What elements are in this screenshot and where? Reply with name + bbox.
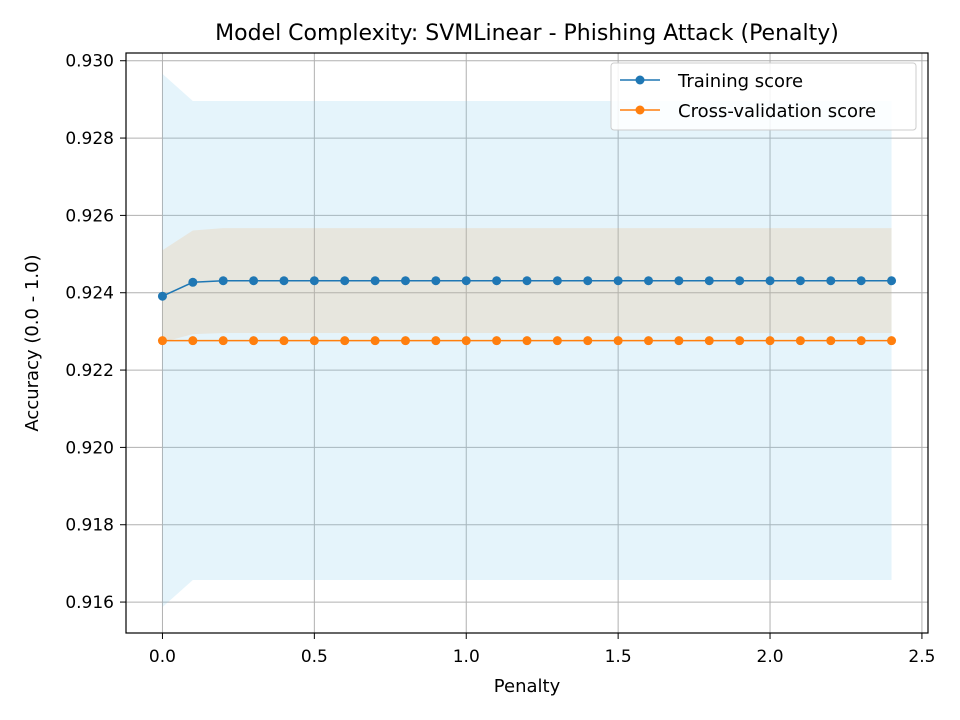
legend-marker-cv: [635, 105, 645, 115]
point-cv: [826, 336, 836, 346]
point-training: [218, 276, 228, 286]
x-axis-ticks: 0.0 0.5 1.0 1.5 2.0 2.5: [149, 633, 935, 667]
y-axis-ticks: 0.916 0.918 0.920 0.922 0.924 0.926 0.928 0.930: [65, 52, 126, 613]
point-cv: [674, 336, 684, 346]
y-tick-label: 0.924: [65, 284, 114, 304]
y-tick-label: 0.920: [65, 438, 114, 458]
point-training: [735, 276, 745, 286]
point-cv: [188, 336, 198, 346]
legend: Training score Cross-validation score: [610, 62, 917, 131]
x-tick-label: 0.0: [149, 647, 176, 667]
legend-label-training: Training score: [677, 71, 803, 92]
point-training: [795, 276, 805, 286]
point-cv: [552, 336, 562, 346]
point-training: [279, 276, 289, 286]
point-training: [704, 276, 714, 286]
point-training: [492, 276, 502, 286]
point-cv: [431, 336, 441, 346]
point-training: [309, 276, 319, 286]
series-points: [157, 276, 897, 346]
point-training: [249, 276, 259, 286]
point-training: [583, 276, 593, 286]
x-tick-label: 2.5: [908, 647, 935, 667]
point-training: [461, 276, 471, 286]
point-training: [431, 276, 441, 286]
point-training: [887, 276, 897, 286]
point-training: [522, 276, 532, 286]
chart-title: Model Complexity: SVMLinear - Phishing A…: [215, 21, 839, 46]
point-cv: [735, 336, 745, 346]
legend-label-cv: Cross-validation score: [678, 101, 876, 122]
y-tick-label: 0.918: [65, 516, 114, 536]
x-axis-label: Penalty: [494, 676, 561, 697]
point-cv: [157, 336, 167, 346]
point-training: [856, 276, 866, 286]
point-training: [340, 276, 350, 286]
point-cv: [461, 336, 471, 346]
point-training: [400, 276, 410, 286]
point-cv: [795, 336, 805, 346]
y-axis-label: Accuracy (0.0 - 1.0): [22, 254, 43, 431]
plot-frame: [125, 52, 929, 634]
legend-marker-training: [635, 75, 645, 85]
point-training: [157, 291, 167, 301]
point-training: [613, 276, 623, 286]
legend-box: [610, 62, 917, 131]
point-training: [826, 276, 836, 286]
point-cv: [249, 336, 259, 346]
point-training: [765, 276, 775, 286]
point-cv: [218, 336, 228, 346]
x-tick-label: 0.5: [301, 647, 328, 667]
y-tick-label: 0.930: [65, 52, 114, 72]
point-cv: [492, 336, 502, 346]
point-cv: [370, 336, 380, 346]
point-training: [644, 276, 654, 286]
x-tick-label: 1.0: [453, 647, 480, 667]
point-cv: [613, 336, 623, 346]
y-tick-label: 0.928: [65, 129, 114, 149]
point-cv: [704, 336, 714, 346]
y-tick-label: 0.916: [65, 593, 114, 613]
point-cv: [522, 336, 532, 346]
point-cv: [765, 336, 775, 346]
point-cv: [309, 336, 319, 346]
point-cv: [644, 336, 654, 346]
x-tick-label: 1.5: [605, 647, 632, 667]
point-cv: [340, 336, 350, 346]
point-cv: [583, 336, 593, 346]
point-training: [674, 276, 684, 286]
point-training: [188, 277, 198, 287]
point-training: [552, 276, 562, 286]
point-training: [370, 276, 380, 286]
y-tick-label: 0.926: [65, 206, 114, 226]
point-cv: [400, 336, 410, 346]
x-tick-label: 2.0: [757, 647, 784, 667]
y-tick-label: 0.922: [65, 361, 114, 381]
point-cv: [887, 336, 897, 346]
point-cv: [279, 336, 289, 346]
point-cv: [856, 336, 866, 346]
